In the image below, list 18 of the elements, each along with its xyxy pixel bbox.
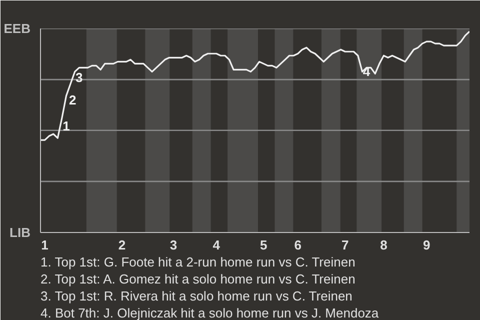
x-tick-label: 9 [422,238,430,252]
annotation: 2 [69,92,76,108]
text: EEB [4,21,31,36]
text: 1. Top 1st: G. Foote hit a 2-run home run vs C. Treinen [40,254,356,270]
x-tick-label: 8 [380,238,388,252]
text: 3. Top 1st: R. Rivera hit a solo home run vs C. Treinen [40,288,352,304]
text: LIB [10,225,31,240]
annotation: 1 [62,118,70,134]
x-tick-label: 2 [118,238,126,252]
annotation: 3 [75,70,83,86]
text: 2. Top 1st: A. Gomez hit a solo home run vs C. Treinen [40,272,356,286]
x-tick-label: 7 [341,238,349,252]
x-tick-label: 4 [212,238,221,252]
x-tick-label: 1 [41,238,48,252]
x-tick-label: 3 [170,238,178,252]
text: 4. Bot 7th: J. Olejniczak hit a solo home run vs J. Mendoza [40,306,380,320]
x-tick-label: 5 [260,238,268,252]
x-tick-label: 6 [294,238,302,252]
